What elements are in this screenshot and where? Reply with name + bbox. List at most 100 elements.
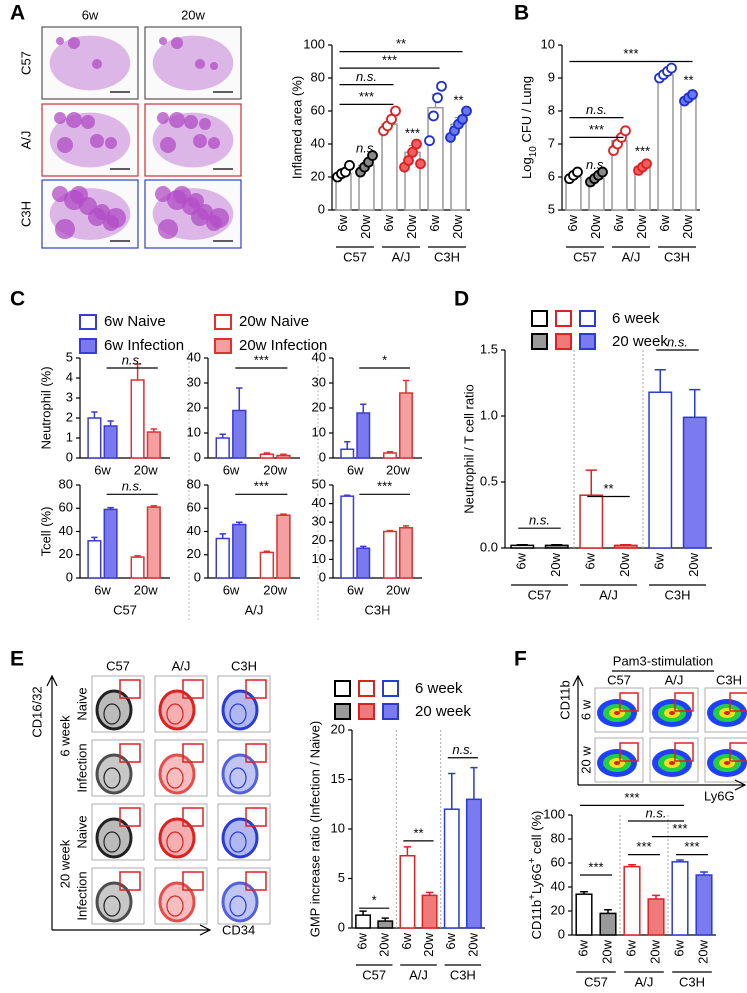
significance-label: *** [672, 821, 687, 836]
bar [146, 506, 161, 579]
x-tick-label: 6w [565, 214, 580, 231]
error-bar [360, 403, 367, 413]
panel-label: F [514, 648, 527, 671]
flow-column-label: A/J [665, 672, 684, 687]
bar [215, 537, 230, 579]
legend-label: 6w Naive [104, 313, 166, 330]
bar [510, 544, 535, 549]
panel-label: A [10, 2, 25, 25]
bar [443, 808, 460, 929]
significance-label: n.s. [529, 513, 550, 528]
data-point [461, 105, 472, 117]
significance-label: n.s. [356, 69, 377, 84]
x-tick-label: 6w [583, 552, 598, 569]
y-tick-label: 20 [59, 546, 73, 561]
significance-label: * [372, 893, 377, 908]
y-tick-label: 50 [312, 476, 326, 491]
y-tick-label: 40 [312, 349, 326, 364]
legend-swatch [214, 314, 232, 330]
flow-density-core [166, 767, 184, 789]
error-bar [91, 411, 98, 418]
data-point [344, 160, 355, 171]
bar [382, 452, 397, 459]
bar [130, 556, 145, 579]
panel-label: B [514, 2, 529, 25]
y-tick-label: 30 [187, 374, 201, 389]
legend-label: 20 week [612, 333, 668, 350]
error-bar [219, 533, 226, 539]
flow-age-label: 20 week [57, 839, 72, 888]
y-tick-label: 40 [59, 523, 73, 538]
bar [682, 416, 707, 549]
y-tick-label: 1.5 [480, 341, 498, 356]
error-bar [604, 909, 612, 914]
group-label: C57 [362, 967, 386, 982]
bar [399, 527, 413, 579]
significance-label: *** [382, 53, 397, 68]
flow-gate [245, 807, 267, 827]
y-axis-label-part: Ly6G [529, 863, 544, 894]
x-tick-label: 20w [386, 462, 410, 477]
x-tick-label: 20w [421, 932, 436, 956]
legend-swatch [358, 703, 375, 720]
flow-row-label: 20 w [578, 746, 593, 774]
significance-label: *** [684, 839, 699, 854]
image-column-label: 6w [82, 7, 99, 22]
error-bar [386, 451, 394, 453]
error-bar [134, 363, 141, 380]
data-point [367, 150, 378, 161]
error-bar [150, 505, 157, 508]
legend-label: 20w Infection [239, 337, 327, 354]
y-tick-label: 20 [187, 546, 201, 561]
error-bar [652, 894, 660, 899]
significance-label: * [382, 352, 387, 367]
error-bar [700, 871, 708, 875]
tissue [49, 35, 131, 91]
y-axis-label: Inflamed area (%) [289, 76, 304, 179]
y-tick-label: 10 [312, 551, 326, 566]
legend-swatch [555, 310, 572, 327]
tissue-spot [68, 37, 80, 49]
y-axis-label-part: CFU / Lung [519, 76, 534, 146]
bar [232, 523, 247, 579]
bar [399, 392, 413, 459]
flow-gate [674, 742, 694, 762]
bar [648, 391, 673, 549]
flow-gate [619, 692, 639, 712]
data-point [415, 158, 426, 170]
flow-gate [245, 743, 267, 763]
error-bar [150, 428, 157, 432]
flow-gate [182, 743, 204, 763]
error-bar [676, 859, 684, 862]
x-tick-label: 6w [94, 582, 111, 597]
bar [381, 123, 398, 211]
y-tick-label: 80 [187, 476, 201, 491]
bar [544, 544, 569, 549]
flow-density-core [229, 703, 247, 725]
significance-label: *** [635, 144, 650, 159]
flow-gate [119, 743, 141, 763]
legend-swatch [334, 680, 351, 697]
x-tick-label: 6w [623, 939, 638, 956]
x-tick-label: 6w [443, 932, 458, 949]
y-tick-label: 0.0 [480, 539, 498, 554]
y-tick-label: 60 [551, 854, 565, 869]
x-tick-label: 20w [686, 552, 701, 576]
data-point [411, 138, 422, 150]
legend-swatch [79, 314, 97, 330]
y-tick-label: 0 [66, 449, 73, 464]
tissue [152, 35, 234, 91]
error-bar [470, 766, 478, 800]
flow-density [669, 711, 675, 715]
significance-label: *** [254, 352, 269, 367]
error-bar [381, 917, 389, 922]
error-bar [386, 529, 394, 532]
error-bar [360, 545, 367, 549]
tissue-spot [209, 208, 229, 228]
legend-label: 20w Naive [239, 313, 309, 330]
data-point [432, 92, 443, 104]
y-tick-label: 100 [543, 806, 565, 821]
flow-y-axis-label: CD16/32 [29, 686, 44, 737]
x-tick-label: 6w [671, 939, 686, 956]
flow-column-label: C57 [607, 672, 631, 687]
